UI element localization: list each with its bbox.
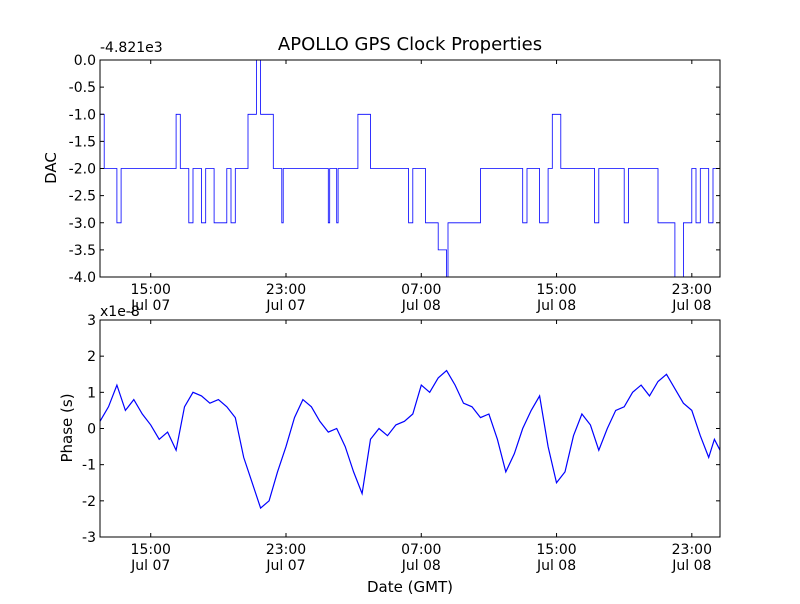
phase-x-tick-label-date: Jul 08: [671, 558, 711, 574]
phase-x-tick-label-time: 23:00: [672, 542, 712, 558]
chart-title: APOLLO GPS Clock Properties: [278, 34, 542, 55]
phase-offset-label: x1e-8: [100, 304, 140, 320]
phase-series-group: [99, 369, 721, 510]
dac-y-tick-label: -1.5: [69, 134, 96, 150]
dac-x-tick-label-date: Jul 07: [130, 298, 170, 314]
phase-x-tick-label-time: 15:00: [131, 542, 171, 558]
phase-y-tick-label: -2: [82, 494, 96, 510]
phase-y-tick-label: -1: [82, 458, 96, 474]
x-axis-label: Date (GMT): [367, 578, 453, 596]
phase-x-tick-label-date: Jul 07: [130, 558, 170, 574]
dac-x-tick-label-date: Jul 08: [536, 298, 576, 314]
phase-y-tick-label: 1: [87, 385, 96, 401]
dac-series-line: [100, 59, 720, 278]
dac-y-tick-label: -3.5: [69, 243, 96, 259]
phase-y-tick-label: 3: [87, 313, 96, 329]
dac-x-tick-label-time: 23:00: [672, 282, 712, 298]
dac-y-tick-label: -0.5: [69, 80, 96, 96]
dac-series-group: [100, 59, 720, 278]
dac-offset-label: -4.821e3: [100, 40, 163, 56]
dac-x-tick-label-time: 15:00: [131, 282, 171, 298]
phase-series-line: [99, 369, 721, 510]
dac-y-tick-label: -2.5: [69, 189, 96, 205]
dac-y-tick-label: -4.0: [69, 270, 96, 286]
dac-x-tick-label-time: 15:00: [536, 282, 576, 298]
dac-x-tick-label-time: 23:00: [266, 282, 306, 298]
phase-x-tick-label-time: 07:00: [401, 542, 441, 558]
dac-y-tick-label: -1.0: [69, 107, 96, 123]
phase-x-tick-label-time: 23:00: [266, 542, 306, 558]
phase-y-ticks: 3 2 1 0 -1 -2 -3: [82, 313, 720, 546]
phase-y-tick-label: 2: [87, 349, 96, 365]
dac-y-tick-label: -2.0: [69, 162, 96, 178]
phase-y-tick-label: -3: [82, 530, 96, 546]
phase-x-tick-label-time: 15:00: [536, 542, 576, 558]
dac-y-tick-label: 0.0: [74, 53, 96, 69]
phase-y-axis-label: Phase (s): [58, 393, 76, 462]
phase-y-tick-label: 0: [87, 422, 96, 438]
phase-x-tick-label-date: Jul 08: [401, 558, 441, 574]
dac-y-ticks: 0.0 -0.5 -1.0 -1.5 -2.0 -2.5 -3.0 -3.5 -4.0: [69, 53, 720, 286]
dac-y-tick-label: -3.0: [69, 216, 96, 232]
phase-x-tick-label-date: Jul 07: [265, 558, 305, 574]
dac-x-tick-label-date: Jul 08: [671, 298, 711, 314]
dac-y-axis-label: DAC: [42, 152, 60, 184]
dac-x-tick-label-date: Jul 07: [265, 298, 305, 314]
dac-x-tick-label-time: 07:00: [401, 282, 441, 298]
dac-x-tick-label-date: Jul 08: [401, 298, 441, 314]
phase-x-tick-label-date: Jul 08: [536, 558, 576, 574]
dac-panel: 0.0 -0.5 -1.0 -1.5 -2.0 -2.5 -3.0 -3.5 -4.0 15:0…: [42, 40, 721, 314]
